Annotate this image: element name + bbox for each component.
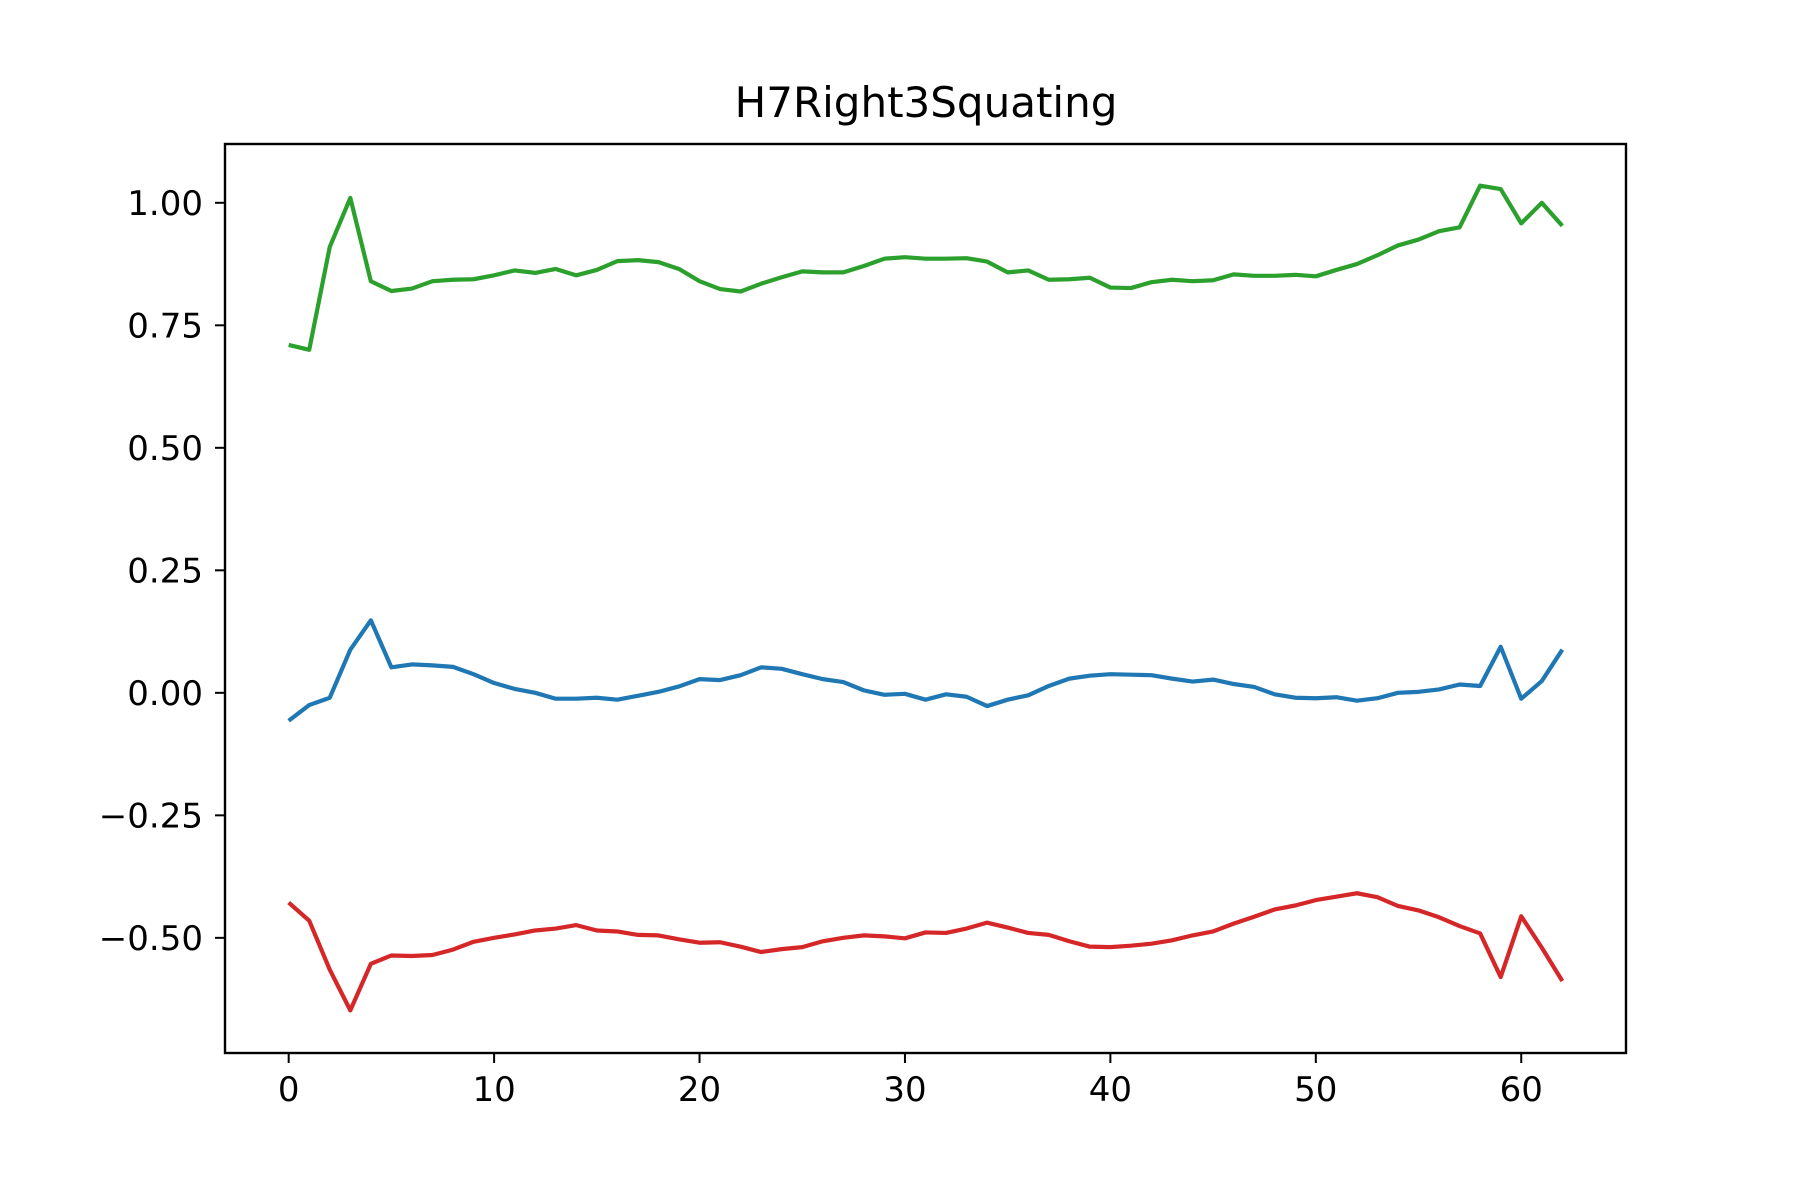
x-axis: 0 10 20 30 40 50 60 [278, 1053, 1543, 1110]
series-line-1 [288, 183, 1564, 352]
x-tick-label: 60 [1500, 1070, 1543, 1110]
y-tick-label: −0.50 [99, 919, 203, 959]
y-tick-label: 0.50 [127, 429, 203, 469]
plot-area-frame [223, 142, 1628, 1055]
x-tick-label: 0 [278, 1070, 300, 1110]
x-tick-label: 30 [883, 1070, 926, 1110]
y-tick-label: 0.25 [127, 551, 203, 591]
y-tick-label: 0.00 [127, 674, 203, 714]
x-tick-label: 10 [472, 1070, 515, 1110]
y-tick-label: 1.00 [127, 184, 203, 224]
series-line-2 [287, 618, 1565, 723]
y-tick-label: −0.25 [99, 796, 203, 836]
y-axis: 1.00 0.75 0.50 0.25 0.00 −0.25 −0.50 [99, 184, 225, 959]
series-layer [287, 183, 1565, 1013]
series-line-3 [287, 891, 1565, 1013]
x-tick-label: 40 [1089, 1070, 1132, 1110]
y-tick-label: 0.75 [127, 306, 203, 346]
x-tick-label: 50 [1294, 1070, 1337, 1110]
chart-title: H7Right3Squating [735, 78, 1118, 127]
x-tick-label: 20 [678, 1070, 721, 1110]
